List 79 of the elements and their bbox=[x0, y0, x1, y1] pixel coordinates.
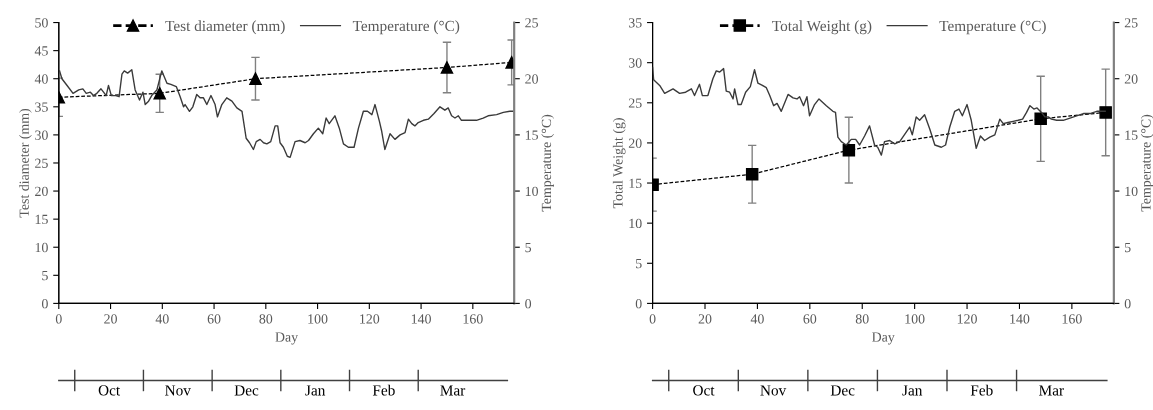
y-tick-label: 50 bbox=[35, 18, 48, 28]
y2-tick-label: 5 bbox=[525, 242, 532, 253]
x-axis-title: Day bbox=[872, 332, 895, 345]
legend-label: Total Weight (g) bbox=[772, 20, 872, 35]
x-tick-label: 100 bbox=[905, 314, 925, 324]
point bbox=[842, 143, 856, 157]
y-tick-label: 25 bbox=[35, 158, 48, 168]
x-tick-label: 20 bbox=[104, 314, 117, 324]
x-tick-label: 20 bbox=[698, 314, 712, 324]
y2-tick-label: 20 bbox=[525, 74, 539, 84]
text: Dec bbox=[830, 385, 855, 396]
y2-axis-title: Temperature (°C) bbox=[1140, 114, 1153, 212]
point bbox=[1099, 106, 1112, 119]
y-tick-label: 10 bbox=[629, 218, 642, 229]
text: Oct bbox=[98, 385, 121, 396]
x-tick-label: 160 bbox=[1062, 314, 1082, 324]
point bbox=[249, 72, 262, 85]
y2-tick-label: 5 bbox=[1125, 242, 1131, 253]
x-tick-label: 120 bbox=[360, 314, 380, 324]
y2-tick-label: 0 bbox=[1124, 298, 1131, 309]
text: Feb bbox=[970, 384, 993, 396]
y-tick-label: 10 bbox=[35, 242, 48, 253]
y2-tick-label: 10 bbox=[525, 186, 539, 197]
x-tick-label: 100 bbox=[308, 314, 328, 324]
point bbox=[1034, 112, 1047, 126]
y-tick-label: 40 bbox=[34, 74, 48, 84]
y-tick-label: 20 bbox=[628, 138, 642, 148]
x-tick-label: 140 bbox=[411, 314, 431, 324]
text: Dec bbox=[234, 385, 259, 396]
y2-tick-label: 0 bbox=[525, 298, 532, 309]
point bbox=[440, 61, 454, 74]
y-tick-label: 25 bbox=[628, 98, 642, 108]
y2-tick-label: 15 bbox=[1125, 130, 1138, 140]
x-axis-title: Day bbox=[275, 332, 299, 345]
x-tick-label: 80 bbox=[855, 314, 869, 324]
text: Mar bbox=[440, 385, 466, 396]
text: Feb bbox=[372, 384, 395, 396]
x-tick-label: 80 bbox=[259, 314, 273, 324]
y-tick-label: 45 bbox=[34, 46, 48, 56]
x-tick-label: 0 bbox=[649, 314, 656, 324]
y-tick-label: 15 bbox=[629, 178, 642, 188]
y2-tick-label: 25 bbox=[1124, 18, 1138, 28]
y2-tick-label: 10 bbox=[1125, 186, 1138, 197]
x-tick-label: 40 bbox=[750, 314, 764, 324]
x-tick-label: 140 bbox=[1010, 314, 1030, 324]
y-axis-title: Total Weight (g) bbox=[612, 118, 626, 209]
x-tick-label: 60 bbox=[207, 314, 221, 324]
point bbox=[153, 87, 166, 100]
text: Nov bbox=[165, 385, 191, 396]
y-tick-label: 5 bbox=[636, 259, 642, 269]
y2-axis-title: Temperature (°C) bbox=[541, 114, 554, 212]
y-axis-title: Test diameter (mm) bbox=[19, 108, 32, 218]
point bbox=[745, 167, 759, 181]
y-tick-label: 0 bbox=[41, 298, 48, 309]
text: Jan bbox=[305, 385, 326, 396]
y2-tick-label: 25 bbox=[525, 18, 538, 28]
y2-tick-label: 20 bbox=[1124, 74, 1138, 84]
y-tick-label: 30 bbox=[628, 58, 642, 68]
y-tick-label: 20 bbox=[35, 186, 48, 197]
x-tick-label: 40 bbox=[155, 314, 169, 324]
legend-label: Temperature (°C) bbox=[939, 20, 1046, 35]
text: Oct bbox=[693, 385, 715, 396]
x-tick-label: 120 bbox=[957, 314, 977, 324]
x-tick-label: 0 bbox=[55, 314, 62, 324]
y-tick-label: 15 bbox=[35, 214, 48, 225]
legend-label: Test diameter (mm) bbox=[165, 20, 285, 35]
y-tick-label: 35 bbox=[35, 102, 48, 112]
y2-tick-label: 15 bbox=[525, 130, 538, 140]
y-tick-label: 30 bbox=[35, 130, 48, 140]
line-series bbox=[58, 69, 514, 159]
y-tick-label: 0 bbox=[635, 298, 642, 309]
x-tick-label: 60 bbox=[803, 314, 817, 324]
text: Mar bbox=[1039, 385, 1064, 396]
x-tick-label: 160 bbox=[463, 314, 483, 324]
y-tick-label: 5 bbox=[42, 271, 48, 281]
text: Nov bbox=[760, 385, 787, 396]
y-tick-label: 35 bbox=[628, 18, 642, 28]
legend-label: Temperature (°C) bbox=[352, 20, 460, 35]
text: Jan bbox=[902, 385, 923, 396]
